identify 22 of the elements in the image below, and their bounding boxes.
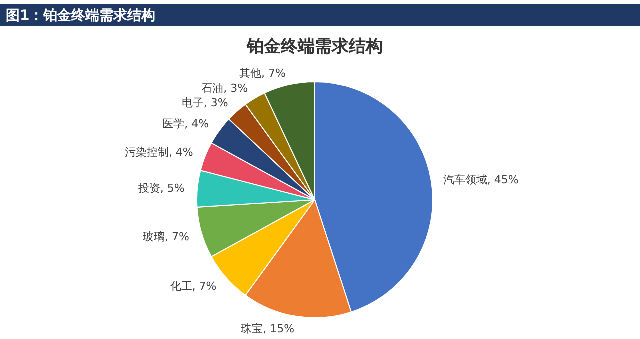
chart-subtitle: 铂金终端需求结构 — [246, 37, 383, 57]
slice-label: 石油 — [202, 82, 224, 96]
slice-label: 电子 — [182, 96, 204, 110]
data-label: , 7% — [261, 67, 286, 80]
data-label: , 7% — [192, 280, 217, 293]
data-label: , 15% — [263, 322, 295, 336]
data-label: , 3% — [204, 96, 228, 110]
data-label: , 45% — [487, 174, 519, 187]
slice-label: 化工 — [170, 280, 192, 293]
slice-label: 污染控制 — [124, 146, 169, 160]
slice-label: 汽车领域 — [443, 174, 488, 187]
slice-label: 珠宝 — [241, 322, 264, 336]
data-label: , 7% — [164, 230, 190, 244]
data-label: , 5% — [160, 182, 185, 195]
data-label: , 3% — [224, 82, 248, 96]
slice-label: 玻璃 — [142, 230, 165, 244]
slice-label: 投资 — [137, 182, 160, 195]
slice-label: 其他 — [239, 67, 262, 80]
data-label: , 4% — [168, 146, 194, 160]
chart-title: 图1：铂金终端需求结构 — [6, 8, 156, 24]
data-label: , 4% — [184, 118, 210, 131]
slice-label: 医学 — [162, 118, 185, 131]
